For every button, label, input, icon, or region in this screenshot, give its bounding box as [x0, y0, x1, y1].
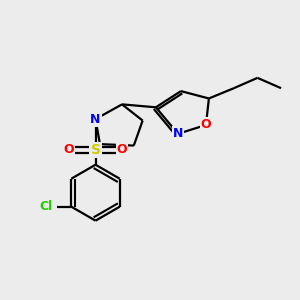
Text: N: N: [90, 112, 101, 126]
Text: O: O: [117, 143, 127, 157]
Text: O: O: [201, 118, 211, 131]
Text: Cl: Cl: [40, 200, 53, 213]
Text: O: O: [64, 143, 74, 157]
Text: S: S: [91, 143, 100, 157]
Text: N: N: [173, 127, 183, 140]
